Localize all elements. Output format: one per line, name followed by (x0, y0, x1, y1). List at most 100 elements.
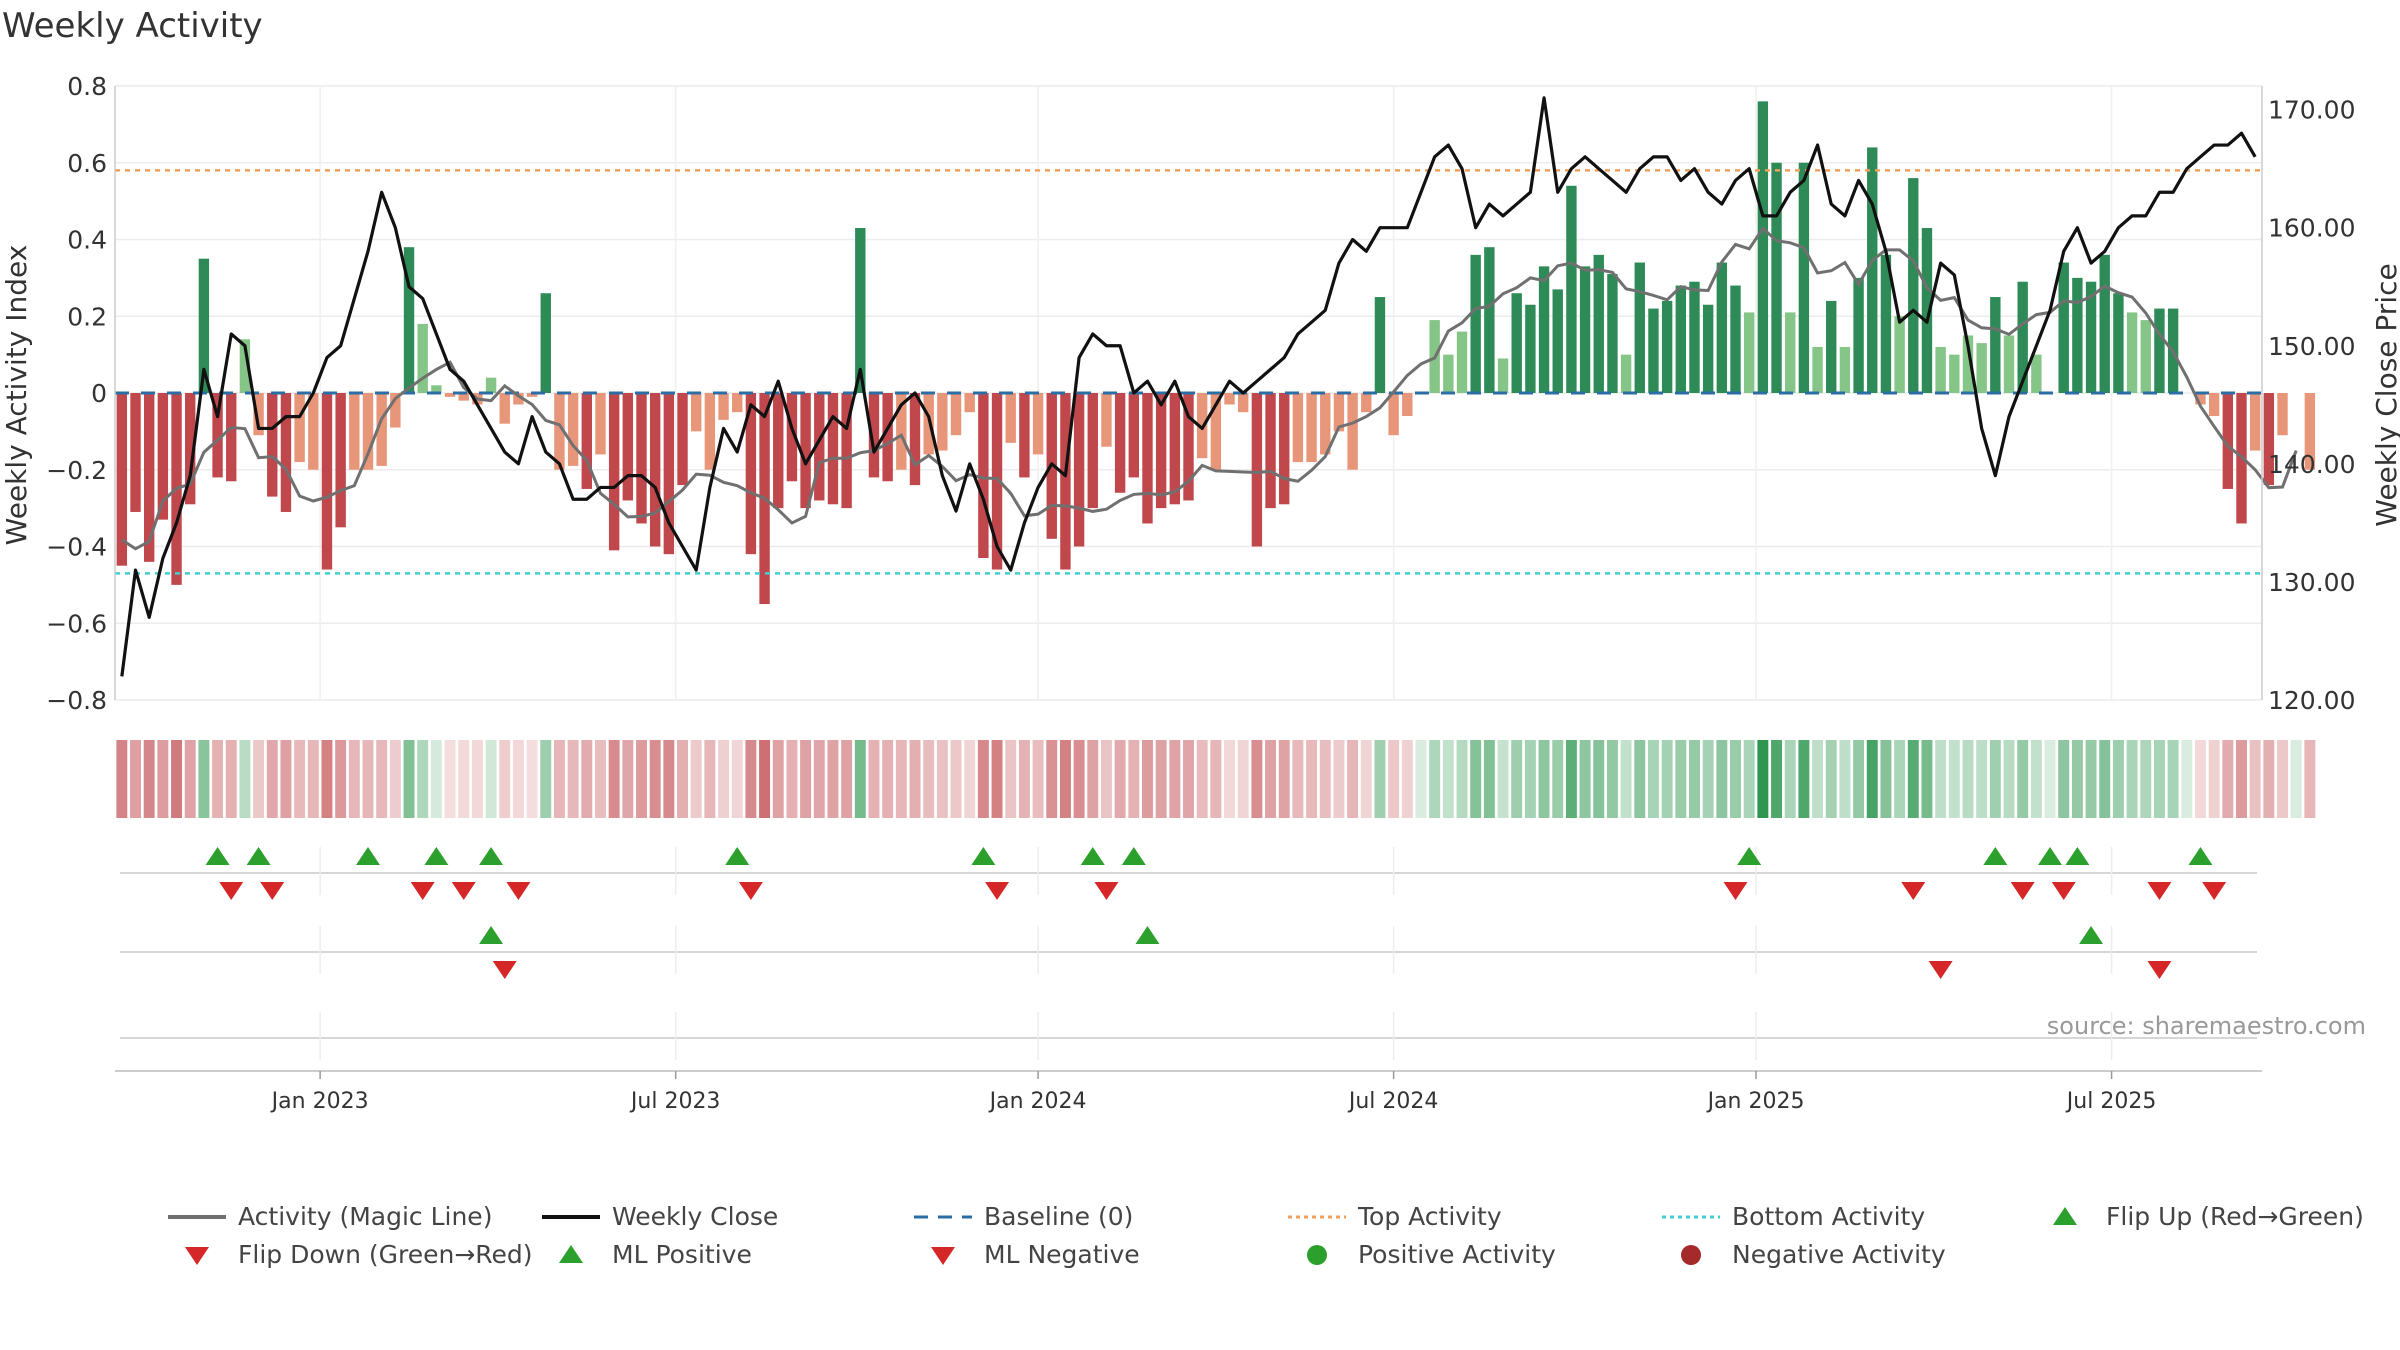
heat-cell (526, 740, 538, 818)
axes: 0.8 0.6 0.4 0.2 0 −0.2 −0.4 −0.6 −0.8 170.00 160.0… (46, 72, 2355, 1114)
heat-cell (950, 740, 962, 818)
heat-cell (1661, 740, 1673, 818)
heat-cell (403, 740, 415, 818)
heat-cell (2236, 740, 2247, 818)
activity-bar (1306, 393, 1317, 463)
legend-label: Baseline (0) (984, 1202, 1134, 1231)
y2-axis-label: Weekly Close Price (2370, 263, 2400, 526)
flip-down-marker (506, 882, 531, 900)
legend-label: Flip Down (Green→Red) (238, 1240, 533, 1269)
heat-cell (1292, 740, 1304, 818)
flip-up-marker (1080, 847, 1105, 865)
heat-cell (663, 740, 675, 818)
activity-bar (855, 227, 866, 393)
activity-bar (1128, 393, 1139, 478)
flip-up-marker (2188, 847, 2213, 865)
signal-markers (120, 847, 2257, 1060)
heat-cell (690, 740, 702, 818)
heat-cell (731, 740, 743, 818)
flip-up-marker (1737, 847, 1762, 865)
activity-bar (1949, 354, 1960, 393)
activity-bar (1402, 393, 1413, 417)
flip-down-marker (410, 882, 435, 900)
legend-label: Weekly Close (612, 1202, 779, 1231)
heat-cell (718, 740, 730, 818)
activity-bar (458, 393, 469, 401)
heat-cell (2304, 740, 2316, 818)
activity-bar (1374, 297, 1386, 393)
legend-item-ml-negative: ML Negative (912, 1240, 1140, 1269)
activity-bar (431, 385, 442, 393)
y-tick-label: 0.6 (67, 149, 107, 178)
y2-tick-label: 150.00 (2268, 332, 2355, 361)
heat-cell (212, 740, 224, 818)
heat-cell (1073, 740, 1085, 818)
flip-up-marker (971, 847, 996, 865)
activity-bar (567, 393, 579, 466)
activity-bar (280, 393, 292, 512)
heat-cell (1415, 740, 1427, 818)
heat-cell (1962, 740, 1974, 818)
heat-cell (677, 740, 688, 818)
heat-cell (2126, 740, 2138, 818)
activity-bar (267, 393, 278, 497)
activity-bar (1032, 393, 1044, 455)
activity-bar (909, 393, 921, 486)
heat-cell (1347, 740, 1359, 818)
activity-bar (1333, 393, 1345, 432)
heat-cell (1429, 740, 1441, 818)
activity-bar (362, 393, 374, 470)
activity-bar (1675, 285, 1687, 393)
y-tick-label: −0.8 (46, 686, 107, 715)
activity-bar (1921, 227, 1933, 393)
top-activity-dotted-icon (1288, 1215, 1346, 1218)
triangle-up-icon (2053, 1206, 2077, 1225)
activity-bar (1005, 393, 1016, 443)
activity-bar (745, 393, 757, 555)
ml-positive-marker (2079, 926, 2104, 944)
heat-cell (540, 740, 552, 818)
heat-cell (1114, 740, 1126, 818)
activity-bar (677, 393, 688, 486)
activity-bar (732, 393, 743, 413)
activity-bar (868, 393, 880, 478)
y-axis-label: Weekly Activity Index (0, 245, 33, 546)
activity-bar (1224, 393, 1235, 405)
activity-bar (1279, 393, 1290, 505)
heat-cell (1812, 740, 1824, 818)
dot-icon (1681, 1244, 1701, 1265)
activity-bar (1060, 393, 1071, 570)
heat-cell (1401, 740, 1413, 818)
activity-bar (882, 393, 893, 482)
heat-cell (2140, 740, 2152, 818)
heat-cell (1237, 740, 1249, 818)
activity-bar (1579, 266, 1591, 393)
heat-cell (622, 740, 634, 818)
heat-cell (1388, 740, 1400, 818)
heat-cell (1155, 740, 1167, 818)
x-tick-label: Jul 2024 (1347, 1089, 1439, 1114)
heat-cell (1907, 740, 1919, 818)
activity-bar (1812, 346, 1823, 393)
heat-cell (1675, 740, 1687, 818)
heat-cell (389, 740, 401, 818)
heat-cell (294, 740, 306, 818)
activity-bar (1908, 178, 1919, 393)
heat-cell (1196, 740, 1208, 818)
y2-tick-label: 160.00 (2268, 214, 2355, 243)
flip-up-marker (725, 847, 750, 865)
heat-cell (2071, 740, 2083, 818)
heat-cell (1620, 740, 1632, 818)
activity-bar (1771, 162, 1782, 393)
heat-cell (348, 740, 360, 818)
activity-bar (786, 393, 798, 482)
heat-cell (991, 740, 1003, 818)
activity-bar (1265, 393, 1276, 509)
heat-cell (307, 740, 319, 818)
activity-bar (2249, 393, 2261, 451)
y2-tick-label: 170.00 (2268, 96, 2355, 125)
heat-cell (1210, 740, 1222, 818)
activity-bar (1620, 354, 1632, 393)
heat-cell (184, 740, 196, 818)
y2-tick-label: 130.00 (2268, 568, 2355, 597)
